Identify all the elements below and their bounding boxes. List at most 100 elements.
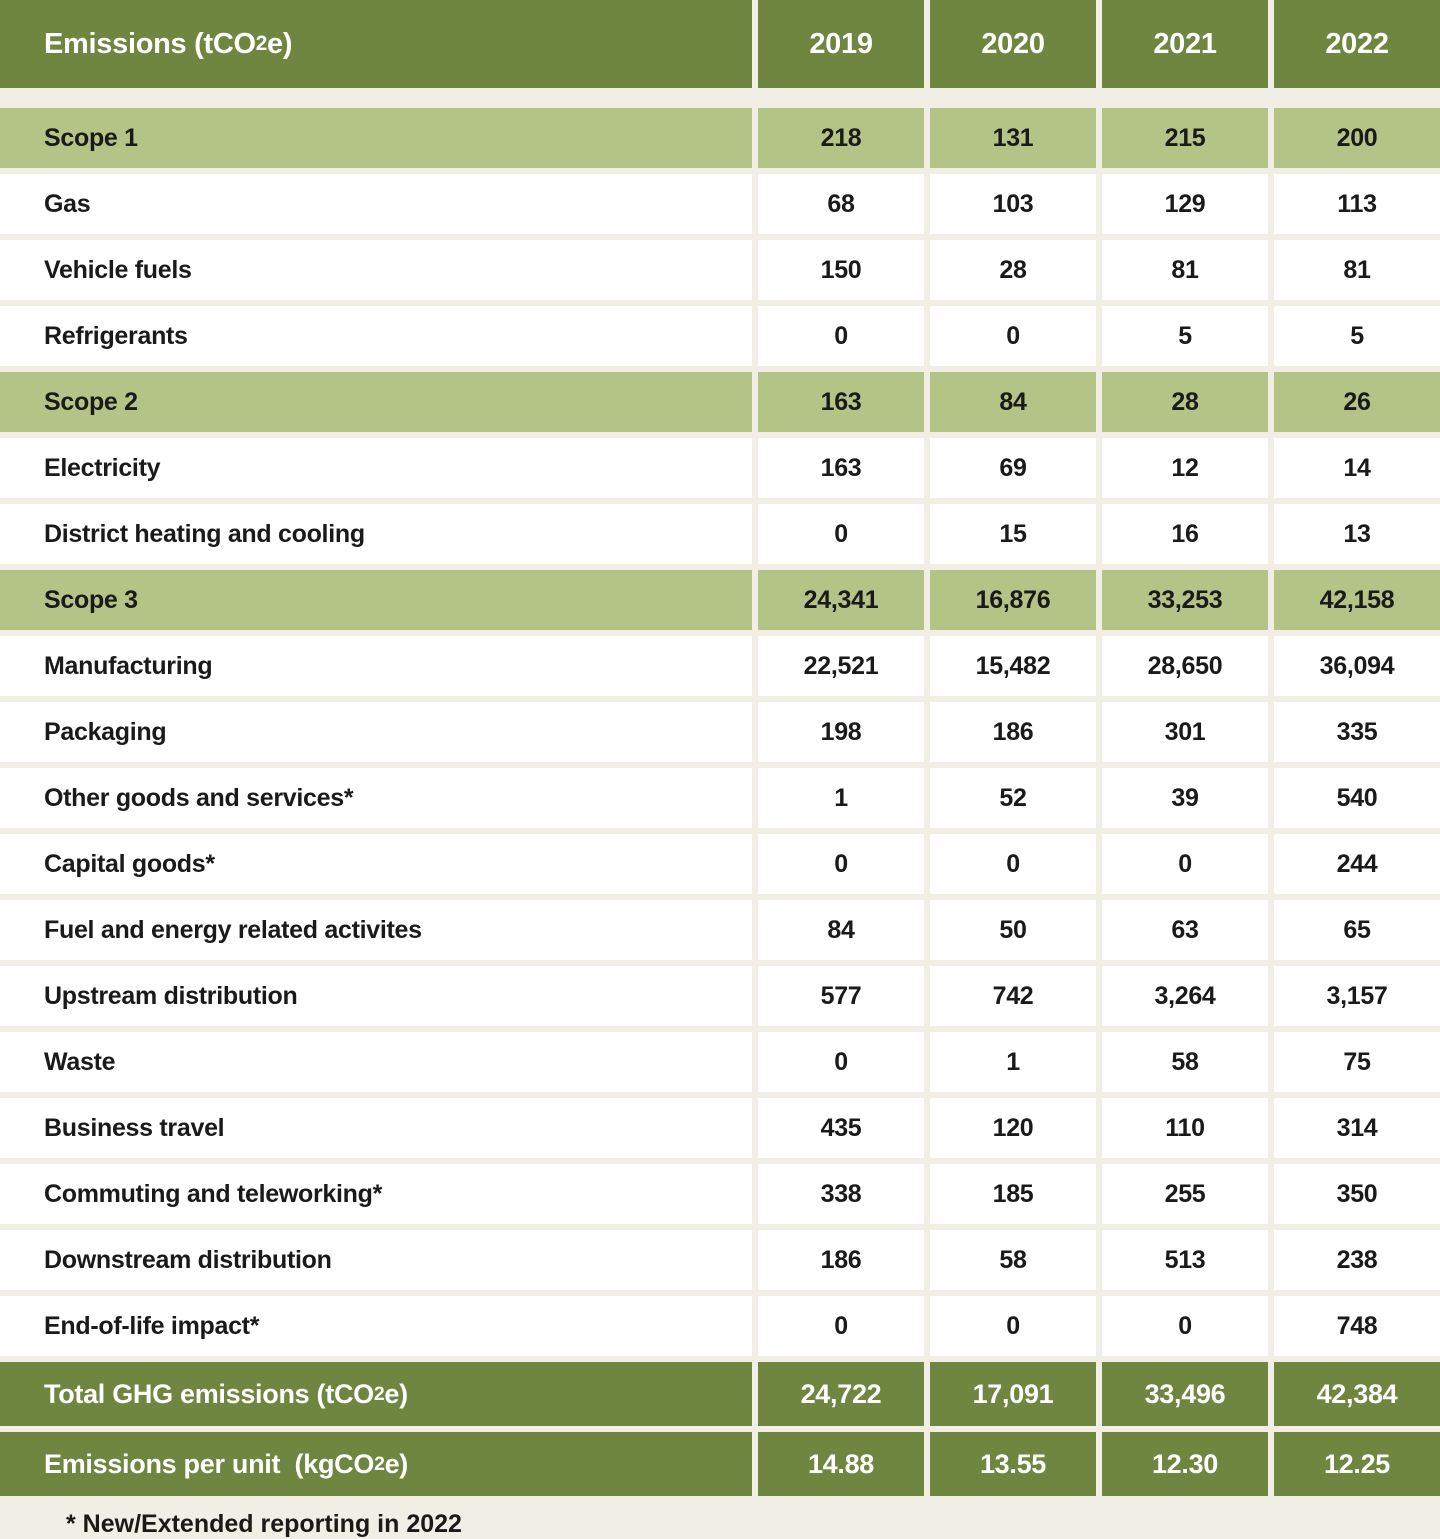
row-value: 16 <box>1096 504 1268 564</box>
row-label: Upstream distribution <box>0 966 752 1026</box>
row-value: 435 <box>752 1098 924 1158</box>
row-value: 16,876 <box>924 570 1096 630</box>
table-header-row: Emissions (tCO2e)2019202020212022 <box>0 0 1440 88</box>
row-value: 338 <box>752 1164 924 1224</box>
row-value: 186 <box>752 1230 924 1290</box>
table-row: Downstream distribution18658513238 <box>0 1230 1440 1290</box>
row-value: 577 <box>752 966 924 1026</box>
row-value: 0 <box>924 306 1096 366</box>
row-value: 103 <box>924 174 1096 234</box>
row-value: 113 <box>1268 174 1440 234</box>
row-value: 14 <box>1268 438 1440 498</box>
row-value: 12.25 <box>1268 1432 1440 1496</box>
row-label: Gas <box>0 174 752 234</box>
table-row: Manufacturing22,52115,48228,65036,094 <box>0 636 1440 696</box>
row-value: 314 <box>1268 1098 1440 1158</box>
row-value: 75 <box>1268 1032 1440 1092</box>
row-value: 81 <box>1096 240 1268 300</box>
row-value: 244 <box>1268 834 1440 894</box>
row-value: 33,253 <box>1096 570 1268 630</box>
row-value: 42,158 <box>1268 570 1440 630</box>
row-value: 28 <box>1096 372 1268 432</box>
row-value: 215 <box>1096 108 1268 168</box>
row-value: 255 <box>1096 1164 1268 1224</box>
row-value: 129 <box>1096 174 1268 234</box>
row-value: 12.30 <box>1096 1432 1268 1496</box>
row-value: 0 <box>1096 1296 1268 1356</box>
col-header-year: 2021 <box>1096 0 1268 88</box>
row-value: 28 <box>924 240 1096 300</box>
row-value: 0 <box>752 306 924 366</box>
row-label: Business travel <box>0 1098 752 1158</box>
footnote: * New/Extended reporting in 2022 <box>0 1496 1440 1539</box>
table-row: Fuel and energy related activites8450636… <box>0 900 1440 960</box>
table-row: Capital goods*000244 <box>0 834 1440 894</box>
table-row: Scope 1218131215200 <box>0 108 1440 168</box>
row-value: 52 <box>924 768 1096 828</box>
row-value: 84 <box>752 900 924 960</box>
row-value: 14.88 <box>752 1432 924 1496</box>
row-value: 0 <box>752 1296 924 1356</box>
table-row: Refrigerants0055 <box>0 306 1440 366</box>
table-row: End-of-life impact*000748 <box>0 1296 1440 1356</box>
row-label: Packaging <box>0 702 752 762</box>
row-value: 163 <box>752 372 924 432</box>
row-value: 238 <box>1268 1230 1440 1290</box>
row-label: Refrigerants <box>0 306 752 366</box>
row-value: 5 <box>1268 306 1440 366</box>
row-value: 84 <box>924 372 1096 432</box>
row-value: 218 <box>752 108 924 168</box>
row-label: Scope 3 <box>0 570 752 630</box>
row-value: 15,482 <box>924 636 1096 696</box>
row-value: 131 <box>924 108 1096 168</box>
table-row: Business travel435120110314 <box>0 1098 1440 1158</box>
col-header-year: 2019 <box>752 0 924 88</box>
row-value: 0 <box>752 504 924 564</box>
row-value: 748 <box>1268 1296 1440 1356</box>
row-label: Electricity <box>0 438 752 498</box>
row-value: 163 <box>752 438 924 498</box>
row-value: 13 <box>1268 504 1440 564</box>
row-value: 24,722 <box>752 1362 924 1426</box>
row-value: 24,341 <box>752 570 924 630</box>
row-value: 0 <box>924 834 1096 894</box>
table-row: Waste015875 <box>0 1032 1440 1092</box>
row-label: Other goods and services* <box>0 768 752 828</box>
row-value: 1 <box>924 1032 1096 1092</box>
table-title: Emissions (tCO2e) <box>0 0 752 88</box>
row-value: 1 <box>752 768 924 828</box>
row-value: 110 <box>1096 1098 1268 1158</box>
row-value: 58 <box>1096 1032 1268 1092</box>
table-row: Emissions per unit (kgCO2e)14.8813.5512.… <box>0 1432 1440 1496</box>
row-value: 185 <box>924 1164 1096 1224</box>
row-value: 81 <box>1268 240 1440 300</box>
row-value: 200 <box>1268 108 1440 168</box>
row-value: 39 <box>1096 768 1268 828</box>
row-label: Scope 2 <box>0 372 752 432</box>
row-value: 742 <box>924 966 1096 1026</box>
row-value: 5 <box>1096 306 1268 366</box>
row-label: District heating and cooling <box>0 504 752 564</box>
row-value: 0 <box>1096 834 1268 894</box>
row-value: 69 <box>924 438 1096 498</box>
table-row: Scope 324,34116,87633,25342,158 <box>0 570 1440 630</box>
row-value: 65 <box>1268 900 1440 960</box>
row-value: 28,650 <box>1096 636 1268 696</box>
row-value: 0 <box>924 1296 1096 1356</box>
row-value: 42,384 <box>1268 1362 1440 1426</box>
table-row: Upstream distribution5777423,2643,157 <box>0 966 1440 1026</box>
row-value: 22,521 <box>752 636 924 696</box>
row-value: 36,094 <box>1268 636 1440 696</box>
table-row: Other goods and services*15239540 <box>0 768 1440 828</box>
emissions-table: Emissions (tCO2e)2019202020212022 Scope 1… <box>0 0 1440 1539</box>
table-row: Gas68103129113 <box>0 174 1440 234</box>
row-value: 0 <box>752 834 924 894</box>
row-label: Capital goods* <box>0 834 752 894</box>
row-value: 3,157 <box>1268 966 1440 1026</box>
row-label: Scope 1 <box>0 108 752 168</box>
table-row: Commuting and teleworking*338185255350 <box>0 1164 1440 1224</box>
row-label: End-of-life impact* <box>0 1296 752 1356</box>
row-value: 58 <box>924 1230 1096 1290</box>
row-value: 350 <box>1268 1164 1440 1224</box>
table-row: Packaging198186301335 <box>0 702 1440 762</box>
